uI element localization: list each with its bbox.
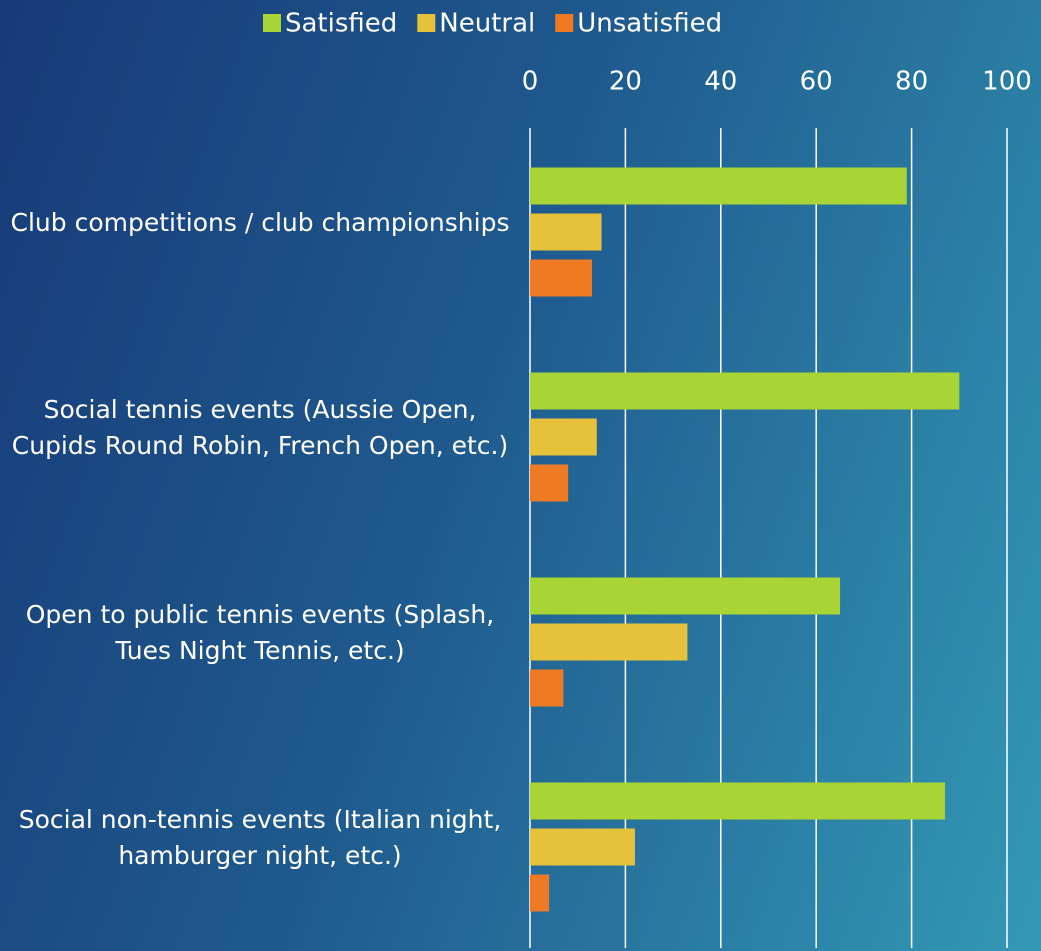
bar: [530, 213, 602, 251]
legend-label: Unsatisfied: [577, 9, 722, 39]
legend-label: Satisfied: [285, 9, 397, 39]
bar: [530, 669, 564, 707]
x-tick-label: 40: [704, 67, 737, 97]
x-tick-label: 20: [609, 67, 642, 97]
bar: [530, 828, 635, 866]
y-tick-label: Open to public tennis events (Splash, Tu…: [25, 599, 495, 665]
x-tick-label: 0: [522, 67, 539, 97]
bar: [530, 418, 597, 456]
bar: [530, 464, 569, 502]
x-tick-label: 60: [800, 67, 833, 97]
bar: [530, 167, 907, 205]
legend-swatch: [263, 14, 281, 32]
legend-label: Neutral: [439, 9, 535, 39]
legend-swatch: [417, 14, 436, 32]
legend-swatch: [555, 14, 574, 32]
y-tick-label: Social tennis events (Aussie Open, Cupid…: [11, 394, 509, 460]
x-tick-label: 100: [982, 67, 1032, 97]
bar: [530, 874, 550, 912]
x-tick-label: 80: [895, 67, 928, 97]
bar: [530, 623, 688, 661]
y-tick-label: Social non-tennis events (Italian night,…: [18, 804, 502, 870]
y-tick-label: Club competitions / club championships: [10, 207, 510, 237]
bar: [530, 577, 841, 615]
bar: [530, 782, 945, 820]
bar: [530, 372, 960, 410]
bar: [530, 259, 593, 297]
